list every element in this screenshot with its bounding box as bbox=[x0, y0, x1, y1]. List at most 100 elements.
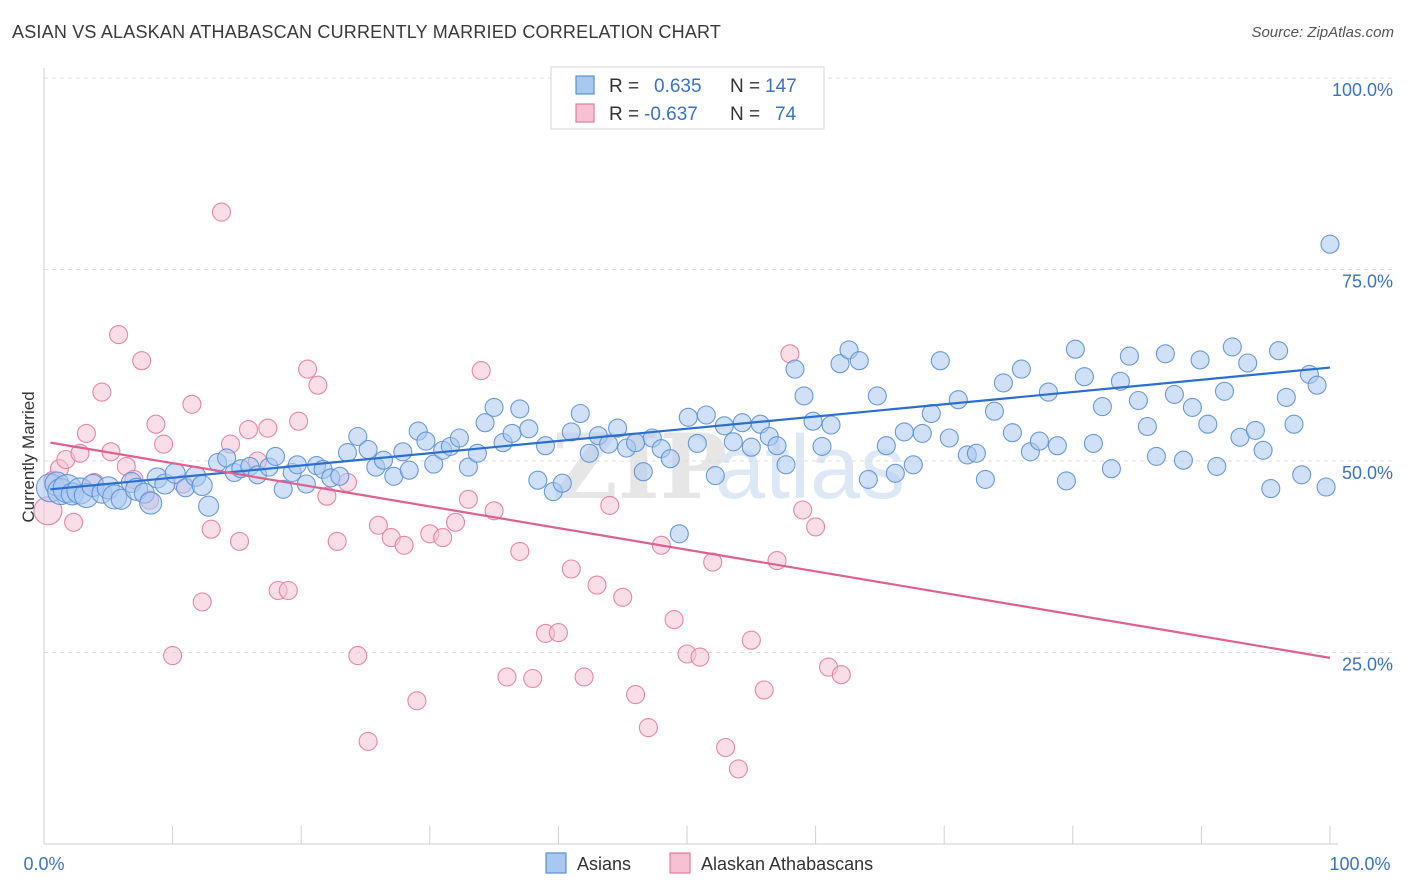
athabascans-point bbox=[192, 592, 212, 612]
athabascans-point bbox=[471, 361, 491, 381]
athabascans-point bbox=[298, 359, 318, 379]
asians-point bbox=[449, 428, 469, 448]
athabascans-point bbox=[76, 423, 96, 443]
asians-point bbox=[484, 397, 504, 417]
asians-point bbox=[1307, 375, 1327, 395]
asians-point bbox=[1029, 431, 1049, 451]
bottom-legend-swatch-asians bbox=[545, 852, 567, 874]
athabascans-point bbox=[638, 718, 658, 738]
athabascans-point bbox=[201, 519, 221, 539]
asians-point bbox=[1276, 387, 1296, 407]
asians-point bbox=[608, 418, 628, 438]
athabascans-point bbox=[561, 559, 581, 579]
y-tick-label-50: 50.0% bbox=[1342, 463, 1393, 483]
asians-point bbox=[1092, 397, 1112, 417]
legend-r-label-asians: R = bbox=[609, 76, 639, 97]
athabascans-point bbox=[407, 691, 427, 711]
asians-point bbox=[535, 436, 556, 456]
legend-n-label-athabascans: N = bbox=[730, 104, 760, 125]
asians-point bbox=[705, 466, 725, 486]
asians-point bbox=[1119, 346, 1139, 366]
asians-point bbox=[1065, 339, 1085, 359]
athabascans-point bbox=[394, 535, 414, 555]
athabascans-point bbox=[806, 517, 826, 537]
asians-point bbox=[519, 419, 539, 439]
asians-point bbox=[984, 401, 1004, 421]
athabascans-point bbox=[728, 759, 748, 779]
asians-point bbox=[1074, 367, 1094, 387]
asians-point bbox=[1038, 382, 1058, 402]
asians-point bbox=[687, 433, 707, 453]
asians-point bbox=[1110, 371, 1130, 391]
legend-n-value-asians: 147 bbox=[765, 76, 797, 97]
asians-point bbox=[1238, 353, 1258, 373]
asians-point bbox=[1222, 337, 1242, 357]
asians-point bbox=[1253, 440, 1273, 460]
legend-n-label-asians: N = bbox=[730, 76, 760, 97]
asians-point bbox=[599, 434, 619, 454]
athabascans-point bbox=[548, 623, 568, 643]
asians-point bbox=[502, 423, 522, 443]
x-ticks bbox=[43, 826, 1331, 844]
asians-point bbox=[424, 454, 444, 474]
asians-point bbox=[876, 436, 896, 456]
asians-point bbox=[669, 524, 689, 544]
series-asians bbox=[35, 234, 1340, 544]
asians-point bbox=[767, 436, 787, 456]
asians-point bbox=[696, 405, 716, 425]
legend-box bbox=[550, 66, 825, 130]
athabascans-point bbox=[574, 667, 594, 687]
athabascans-point bbox=[182, 394, 202, 414]
bottom-legend-label-asians: Asians bbox=[577, 854, 631, 874]
athabascans-point bbox=[92, 382, 112, 402]
asians-point bbox=[1190, 350, 1210, 370]
asians-point bbox=[191, 474, 213, 497]
asians-point bbox=[1214, 381, 1235, 401]
asians-point bbox=[830, 354, 850, 374]
asians-point bbox=[723, 432, 743, 452]
bottom-legend-label-athabascans: Alaskan Athabascans bbox=[701, 854, 873, 874]
asians-point bbox=[930, 351, 950, 371]
athabascans-point bbox=[793, 500, 813, 520]
asians-point bbox=[660, 449, 680, 469]
correlation-legend: R = 0.635 N = 147 R = -0.637 N = 74 bbox=[550, 66, 825, 130]
asians-point bbox=[1261, 479, 1281, 499]
athabascans-point bbox=[664, 610, 684, 630]
asians-point bbox=[993, 373, 1013, 393]
asians-point bbox=[265, 446, 286, 466]
asians-point bbox=[741, 437, 761, 457]
asians-point bbox=[785, 359, 805, 379]
asians-point bbox=[273, 479, 293, 499]
asians-point bbox=[966, 443, 986, 463]
athabascans-point bbox=[229, 531, 250, 551]
asians-point bbox=[948, 390, 968, 410]
athabascans-point bbox=[510, 541, 530, 561]
athabascans-point bbox=[258, 418, 278, 438]
asians-point bbox=[1284, 414, 1304, 434]
asians-point bbox=[903, 455, 923, 475]
asians-point bbox=[1292, 465, 1312, 485]
athabascans-point bbox=[348, 646, 368, 666]
asians-point bbox=[1320, 234, 1340, 254]
asians-point bbox=[330, 466, 350, 486]
asians-point bbox=[912, 423, 932, 443]
asians-point bbox=[1207, 456, 1227, 476]
asians-point bbox=[812, 436, 832, 456]
asians-point bbox=[1198, 414, 1218, 434]
athabascans-point bbox=[523, 668, 543, 689]
athabascans-point bbox=[163, 646, 183, 666]
asians-point bbox=[458, 457, 478, 477]
athabascans-point bbox=[154, 434, 174, 454]
asians-point bbox=[776, 455, 796, 475]
athabascans-point bbox=[64, 512, 84, 532]
athabascans-point bbox=[211, 202, 232, 222]
athabascans-point bbox=[317, 486, 337, 506]
asians-point bbox=[1011, 359, 1031, 379]
athabascans-point bbox=[278, 580, 298, 601]
asians-point bbox=[561, 422, 581, 442]
y-tick-label-25: 25.0% bbox=[1342, 655, 1393, 675]
asians-point bbox=[399, 460, 419, 480]
athabascans-point bbox=[358, 731, 378, 751]
asians-point bbox=[337, 443, 358, 463]
asians-point bbox=[1269, 341, 1289, 361]
